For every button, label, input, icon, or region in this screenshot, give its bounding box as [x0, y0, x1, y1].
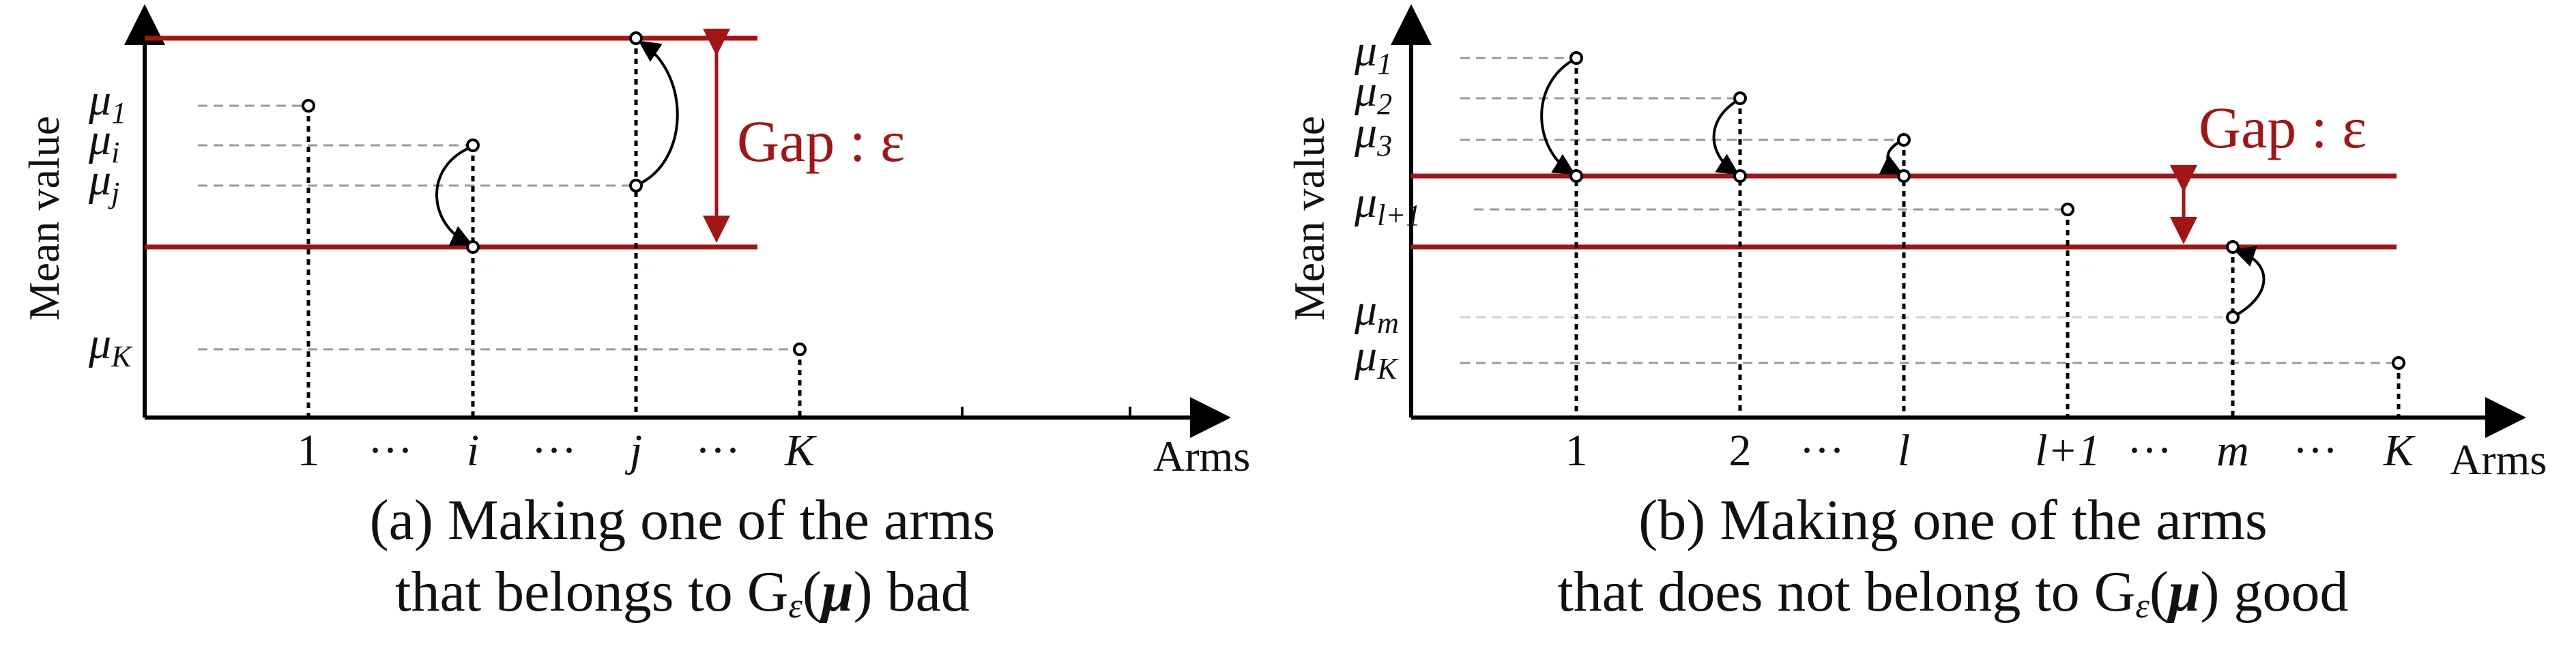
panel-b-point-2	[1733, 91, 1747, 105]
panel-a-mu-label-i: μi	[88, 115, 119, 169]
panel-b-point-l	[1897, 133, 1911, 147]
panel-a-tick-dots-3: ···	[695, 426, 740, 476]
panel-a-y-axis-label: Mean value	[20, 116, 68, 321]
panel-b-tick-m: m	[2216, 426, 2249, 476]
panel-a-curve-i-down	[435, 147, 474, 246]
panel-b-tick-dots-2: ···	[2127, 426, 2172, 476]
panel-a-mu-label-1: μ1	[88, 75, 126, 130]
panel-a: Mean value Arms Gap : ε μ1 μi μj μK	[20, 4, 1250, 626]
panel-a-tick-i: i	[467, 426, 479, 476]
panel-a-tick-dots-2: ···	[532, 426, 577, 476]
panel-b-point-2-moved	[1733, 169, 1747, 183]
panel-a-gap-label: Gap : ε	[737, 108, 905, 174]
panel-b-curve-3-down	[1879, 141, 1904, 175]
panel-a-point-K	[793, 342, 807, 356]
panel-b-mu-label-1: μ1	[1354, 26, 1392, 81]
panel-b-tick-dots-3: ···	[2293, 426, 2338, 476]
panel-a-point-i-moved	[466, 240, 480, 254]
panel-b-x-axis-label: Arms	[2450, 435, 2547, 484]
panel-b-point-1-moved	[1569, 169, 1583, 183]
panel-b-caption-line2: that does not belong to Gε(μ) good	[1557, 560, 2348, 626]
panel-b-y-axis-label: Mean value	[1285, 116, 1333, 321]
panel-a-caption-line2: that belongs to Gε(μ) bad	[395, 560, 970, 626]
panel-a-mu-label-j: μj	[88, 155, 119, 209]
panel-b-mu-label-m: μm	[1354, 285, 1399, 340]
panel-b-tick-K: K	[2383, 426, 2416, 476]
panel-a-x-axis-label: Arms	[1153, 432, 1250, 480]
panel-b-point-K	[2392, 356, 2405, 370]
panel-a-curve-j-up	[638, 40, 679, 184]
panel-a-mu-label-K: μK	[88, 319, 133, 373]
panel-b-tick-l1: l+1	[2035, 426, 2100, 476]
panel-b-mu-label-K: μK	[1354, 331, 1399, 385]
panel-b-curve-m-up	[2233, 246, 2266, 315]
panel-b-point-1	[1569, 51, 1583, 65]
panel-b-gap-label: Gap : ε	[2199, 95, 2367, 160]
panel-b-tick-l: l	[1898, 426, 1910, 476]
panel-b-curve-2-down	[1712, 101, 1739, 175]
panel-a-caption-line1: (a) Making one of the arms	[370, 488, 996, 552]
panel-b: Mean value Arms Gap : ε	[1285, 4, 2547, 626]
panel-a-point-1	[302, 99, 315, 113]
panel-a-point-j-moved	[629, 31, 643, 45]
panel-b-mu-label-3: μ3	[1354, 108, 1392, 162]
panel-b-caption-line1: (b) Making one of the arms	[1638, 488, 2267, 552]
panel-b-mu-label-l1: μl+1	[1354, 177, 1421, 232]
panel-b-tick-dots-1: ···	[1799, 426, 1844, 476]
panel-a-tick-1: 1	[298, 426, 320, 476]
panel-b-tick-2: 2	[1729, 426, 1752, 476]
panel-b-tick-1: 1	[1565, 426, 1588, 476]
panel-a-tick-K: K	[784, 426, 817, 476]
panel-b-curve-1-down	[1540, 60, 1576, 175]
panel-b-point-l-moved	[1897, 169, 1911, 183]
panel-a-point-j	[629, 179, 643, 192]
panel-a-tick-dots-1: ···	[368, 426, 413, 476]
panel-a-point-i	[466, 138, 480, 152]
panel-b-point-m-moved	[2226, 240, 2240, 254]
panel-a-tick-j: j	[624, 426, 642, 476]
panel-b-point-l1	[2061, 203, 2074, 216]
panel-b-point-m	[2226, 310, 2240, 324]
panel-b-mu-label-2: μ2	[1354, 66, 1392, 121]
